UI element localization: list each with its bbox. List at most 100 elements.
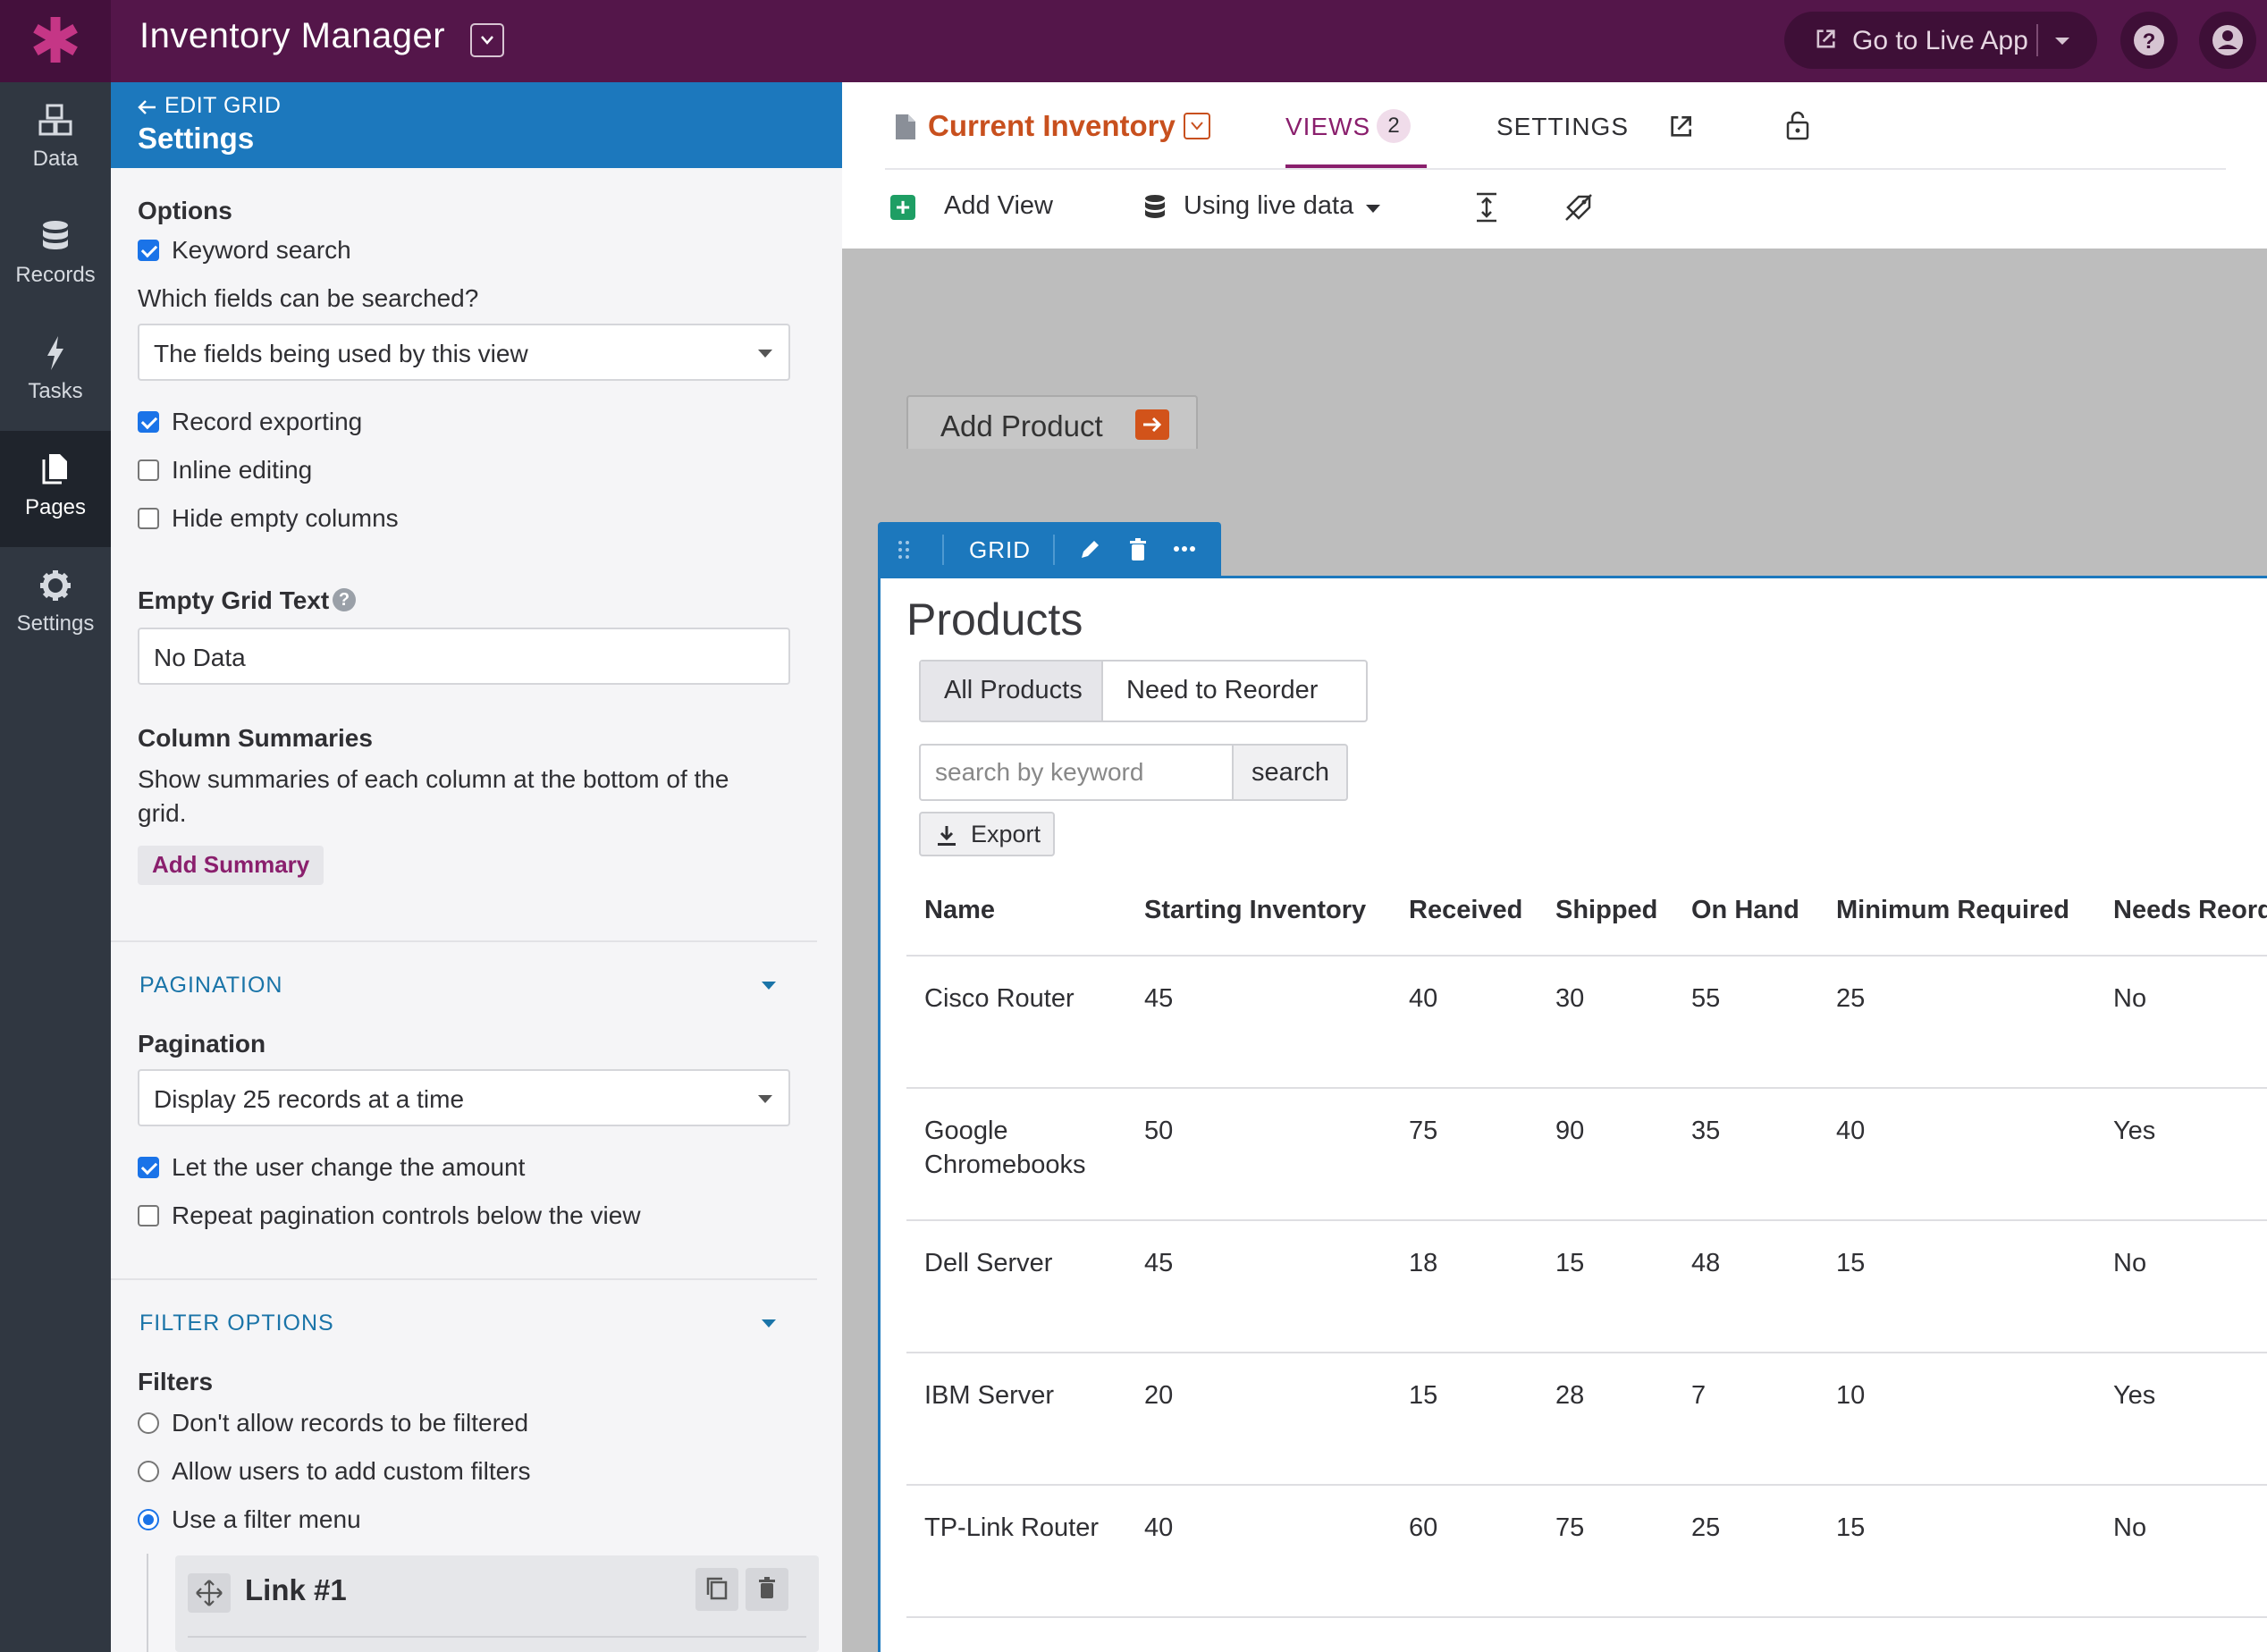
plus-square-icon[interactable]: + [890, 195, 915, 220]
external-link-icon[interactable] [1666, 113, 1695, 141]
keyword-search-checkbox[interactable] [138, 240, 159, 261]
row-divider [906, 1219, 2267, 1221]
more-options-icon[interactable] [1173, 545, 1196, 552]
go-to-live-app-button[interactable]: Go to Live App [1784, 12, 2097, 69]
filter-tab-need-to-reorder[interactable]: Need to Reorder [1126, 676, 1319, 704]
database-icon [43, 221, 68, 249]
table-cell: 25 [1691, 1513, 1721, 1542]
table-cell: IBM Server [924, 1381, 1055, 1410]
filter-link-name: Link #1 [245, 1573, 347, 1606]
divider [188, 1636, 806, 1638]
divider [111, 940, 817, 942]
filter-custom-radio[interactable] [138, 1461, 159, 1482]
table-cell: 15 [1836, 1513, 1866, 1542]
add-summary-button[interactable]: Add Summary [138, 846, 324, 885]
record-exporting-checkbox[interactable] [138, 411, 159, 433]
column-header-name[interactable]: Name [924, 896, 995, 924]
export-button[interactable]: Export [919, 812, 1055, 856]
caret-down-icon[interactable] [1366, 205, 1380, 213]
tab-settings[interactable]: SETTINGS [1496, 113, 1630, 140]
add-view-button[interactable]: Add View [944, 191, 1053, 220]
drag-handle[interactable] [188, 1573, 231, 1613]
nav-item-data[interactable]: Data [0, 82, 111, 198]
table-cell: 40 [1144, 1513, 1174, 1542]
back-label: EDIT GRID [164, 93, 282, 118]
table-cell: 10 [1836, 1381, 1866, 1410]
top-bar: ✱ Inventory Manager Go to Live App ? [0, 0, 2267, 82]
filter-menu-radio[interactable] [138, 1509, 159, 1530]
caret-down-icon[interactable] [762, 1319, 776, 1328]
pagination-section-toggle[interactable]: PAGINATION [139, 973, 283, 998]
arrow-right-icon [1135, 409, 1169, 440]
app-title: Inventory Manager [139, 16, 446, 55]
hide-design-icon[interactable] [1563, 191, 1595, 223]
caret-down-icon [758, 1095, 772, 1103]
expand-vertical-icon[interactable] [1473, 191, 1500, 223]
nav-item-tasks[interactable]: Tasks [0, 315, 111, 431]
search-fields-value: The fields being used by this view [154, 340, 528, 367]
pencil-icon[interactable] [1078, 538, 1101, 561]
page-file-icon [896, 114, 915, 139]
help-circle-icon[interactable]: ? [333, 588, 356, 611]
empty-grid-text-input[interactable]: No Data [138, 628, 790, 685]
keyword-search-input[interactable] [919, 744, 1234, 801]
trash-icon [759, 1577, 775, 1598]
table-cell: No [2113, 984, 2147, 1013]
panel-header: EDIT GRID Settings [111, 82, 842, 168]
page-menu-chevron-icon[interactable] [1184, 113, 1210, 139]
duplicate-button[interactable] [695, 1568, 738, 1611]
nav-item-records[interactable]: Records [0, 198, 111, 315]
help-button[interactable]: ? [2120, 12, 2178, 69]
options-heading: Options [138, 197, 232, 224]
arrow-left-icon [138, 100, 156, 114]
column-header-minimum-required[interactable]: Minimum Required [1836, 896, 2070, 924]
data-source-dropdown[interactable]: Using live data [1184, 191, 1354, 220]
column-header-starting-inventory[interactable]: Starting Inventory [1144, 896, 1367, 924]
copy-icon [706, 1577, 728, 1600]
filter-none-label: Don't allow records to be filtered [172, 1409, 529, 1437]
table-cell: 75 [1555, 1513, 1585, 1542]
inline-editing-checkbox[interactable] [138, 459, 159, 481]
hide-empty-columns-checkbox[interactable] [138, 508, 159, 529]
back-to-edit-grid-link[interactable]: EDIT GRID [138, 93, 281, 119]
record-exporting-label: Record exporting [172, 408, 363, 435]
add-product-view-tab[interactable]: Add Product [906, 395, 1198, 449]
table-header-divider [906, 955, 2267, 957]
nav-item-settings[interactable]: Settings [0, 547, 111, 663]
table-cell: 28 [1555, 1381, 1585, 1410]
filter-options-section-toggle[interactable]: FILTER OPTIONS [139, 1311, 334, 1336]
filter-none-radio[interactable] [138, 1412, 159, 1434]
account-button[interactable] [2199, 12, 2256, 69]
drag-handle-icon[interactable] [898, 540, 910, 560]
column-header-needs-reorder[interactable]: Needs Reorder [2113, 896, 2267, 924]
column-header-received[interactable]: Received [1409, 896, 1523, 924]
search-button[interactable]: search [1232, 744, 1348, 801]
let-user-change-checkbox[interactable] [138, 1157, 159, 1178]
help-icon: ? [2134, 25, 2164, 55]
view-type-label: GRID [969, 536, 1031, 563]
svg-text:?: ? [2143, 30, 2156, 54]
inline-editing-label: Inline editing [172, 456, 313, 484]
tab-views[interactable]: VIEWS [1285, 113, 1371, 140]
filter-tab-all-products[interactable] [921, 662, 1103, 721]
lock-icon[interactable] [1784, 109, 1811, 141]
column-header-shipped[interactable]: Shipped [1555, 896, 1658, 924]
caret-down-icon[interactable] [2054, 37, 2070, 46]
nav-item-pages[interactable]: Pages [0, 431, 111, 547]
empty-grid-text-heading: Empty Grid Text [138, 586, 330, 614]
trash-icon[interactable] [1128, 537, 1148, 562]
pagination-select[interactable]: Display 25 records at a time [138, 1069, 790, 1126]
caret-down-icon [758, 350, 772, 358]
pages-icon [42, 454, 67, 485]
search-fields-select[interactable]: The fields being used by this view [138, 324, 790, 381]
app-menu-chevron-icon[interactable] [470, 23, 504, 57]
nav-label: Records [15, 263, 96, 287]
asterisk-logo-icon[interactable]: ✱ [0, 0, 111, 82]
divider [885, 168, 2226, 170]
page-name[interactable]: Current Inventory [928, 109, 1176, 142]
column-header-on-hand[interactable]: On Hand [1691, 896, 1799, 924]
table-cell: 55 [1691, 984, 1721, 1013]
delete-button[interactable] [746, 1568, 788, 1611]
caret-down-icon[interactable] [762, 982, 776, 990]
repeat-pagination-checkbox[interactable] [138, 1205, 159, 1226]
